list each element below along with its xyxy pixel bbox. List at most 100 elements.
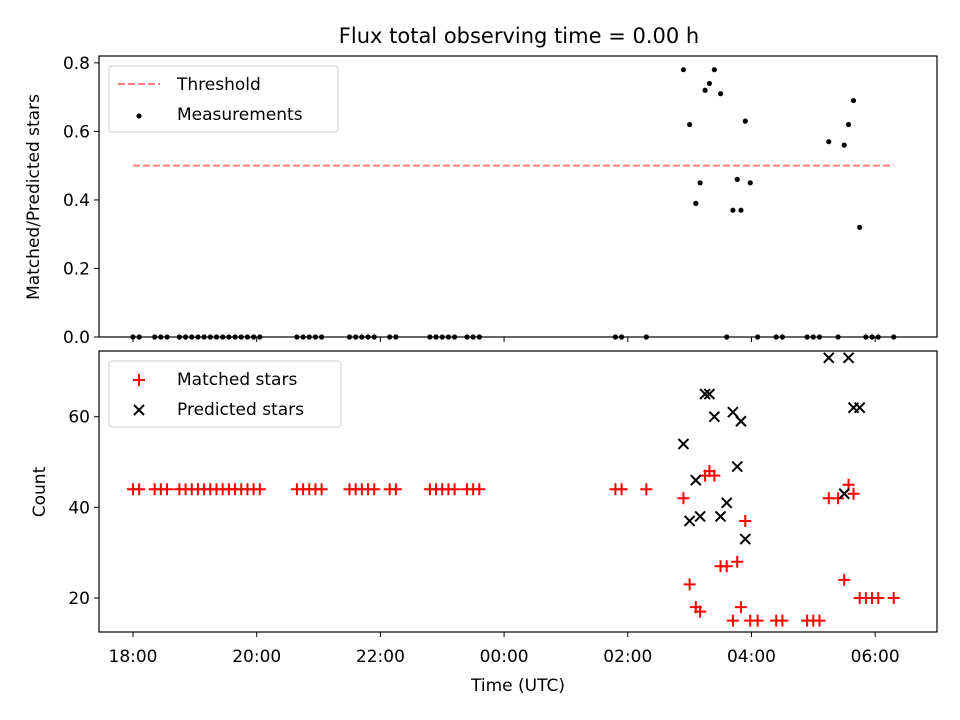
y-tick-label: 0.0 [63, 328, 90, 348]
matched-star-point [872, 592, 885, 605]
matched-star-point [832, 492, 845, 505]
count-panel: 20 40 60 18:00 20:00 22:00 00:00 02:00 04:00 06:… [30, 350, 938, 696]
x-tick-label: 22:00 [356, 647, 405, 667]
measurement-point [857, 224, 863, 230]
matched-legend-label: Matched stars [177, 370, 297, 390]
matched-star-point [751, 614, 764, 627]
ratio-axes-frame [98, 55, 938, 338]
ratio-x-ticks [132, 337, 876, 342]
matched-star-point [368, 483, 381, 496]
y-tick-label: 0.8 [63, 54, 90, 74]
measurement-point [742, 118, 748, 124]
measurement-point [706, 80, 713, 87]
matched-star-point [813, 614, 826, 627]
matched-star-point [731, 555, 744, 568]
predicted-star-point [721, 497, 733, 509]
predicted-star-point [677, 438, 690, 450]
matched-star-point [720, 560, 733, 573]
y-tick-label: 20 [68, 589, 90, 609]
predicted-star-point [703, 388, 716, 400]
predicted-star-point [694, 510, 706, 523]
measurement-point [717, 91, 724, 97]
count-legend: Matched stars Predicted stars [108, 360, 342, 428]
ratio-y-axis-label: Matched/Predicted stars [24, 94, 44, 300]
matched-star-point [615, 483, 628, 496]
count-y-ticks: 20 40 60 [68, 408, 99, 609]
matched-star-point [161, 483, 174, 496]
matched-legend-plus [133, 374, 145, 386]
measurement-point [693, 200, 699, 206]
matched-star-point [389, 483, 402, 496]
y-tick-label: 0.4 [63, 191, 90, 211]
x-axis-label: Time (UTC) [470, 676, 565, 696]
measurement-point [850, 97, 857, 104]
predicted-star-point [731, 460, 743, 473]
y-tick-label: 60 [68, 408, 90, 428]
threshold-legend-label: Threshold [176, 75, 261, 95]
measurement-point [738, 207, 744, 213]
measurements-legend-label: Measurements [177, 105, 303, 125]
x-tick-label: 18:00 [109, 647, 158, 667]
matched-star-point [838, 573, 851, 586]
chart-title: Flux total observing time = 0.00 h [339, 24, 699, 48]
matched-star-point [734, 601, 747, 614]
measurement-point [697, 180, 703, 186]
measurement-point [702, 87, 708, 93]
predicted-star-point [708, 411, 721, 423]
predicted-legend-x [133, 404, 145, 416]
matched-star-point [677, 492, 690, 505]
y-tick-label: 0.6 [63, 122, 90, 142]
predicted-star-point [823, 352, 835, 364]
matched-star-point [640, 483, 653, 496]
predicted-star-point [838, 488, 850, 500]
count-legend-box [108, 360, 342, 428]
matched-star-point [315, 483, 328, 496]
predicted-star-point [842, 352, 855, 364]
predicted-star-point [735, 415, 747, 427]
ratio-panel: 0.00.20.40.60.8 Matched/Predicted stars … [24, 54, 938, 348]
matched-star-point [708, 469, 721, 482]
matched-star-point [726, 614, 739, 627]
count-x-ticks: 18:00 20:00 22:00 00:00 02:00 04:00 06:00 [109, 632, 900, 667]
measurement-point [841, 142, 847, 148]
matched-star-point [776, 614, 789, 627]
x-tick-label: 00:00 [480, 647, 529, 667]
measurement-point [826, 139, 832, 145]
count-y-axis-label: Count [30, 466, 50, 517]
matched-star-point [683, 578, 696, 591]
predicted-star-point [699, 388, 711, 400]
measurement-point [680, 67, 687, 73]
ratio-legend-box [108, 65, 339, 133]
measurement-point [730, 207, 736, 213]
measurement-point [711, 67, 717, 73]
predicted-star-point [727, 406, 739, 418]
measurement-point [747, 180, 753, 186]
predicted-star-point [853, 401, 866, 414]
x-tick-label: 02:00 [603, 647, 652, 667]
predicted-star-point [714, 510, 727, 523]
measurement-point [687, 121, 693, 128]
predicted-star-point [690, 474, 702, 486]
count-axes-frame [98, 350, 938, 633]
measurement-point [845, 121, 852, 128]
measurements-legend-dot [136, 113, 142, 119]
ratio-legend: Threshold Measurements [108, 65, 339, 133]
x-tick-label: 06:00 [851, 647, 900, 667]
matched-star-point [887, 592, 900, 605]
x-tick-label: 04:00 [727, 647, 776, 667]
predicted-star-point [683, 515, 696, 527]
y-tick-label: 40 [68, 498, 90, 518]
matched-star-point [694, 605, 707, 618]
y-tick-label: 0.2 [63, 259, 90, 279]
predicted-legend-label: Predicted stars [177, 400, 304, 420]
ratio-y-ticks: 0.0 0.2 0.4 0.6 0.8 [63, 54, 99, 348]
matched-star-point [739, 514, 752, 527]
matched-star-point [133, 483, 146, 496]
measurement-point [734, 176, 740, 182]
predicted-star-point [739, 533, 751, 545]
matched-star-point [847, 487, 860, 500]
count-marks [127, 352, 900, 627]
x-tick-label: 20:00 [232, 647, 281, 667]
matched-star-point [448, 483, 461, 496]
